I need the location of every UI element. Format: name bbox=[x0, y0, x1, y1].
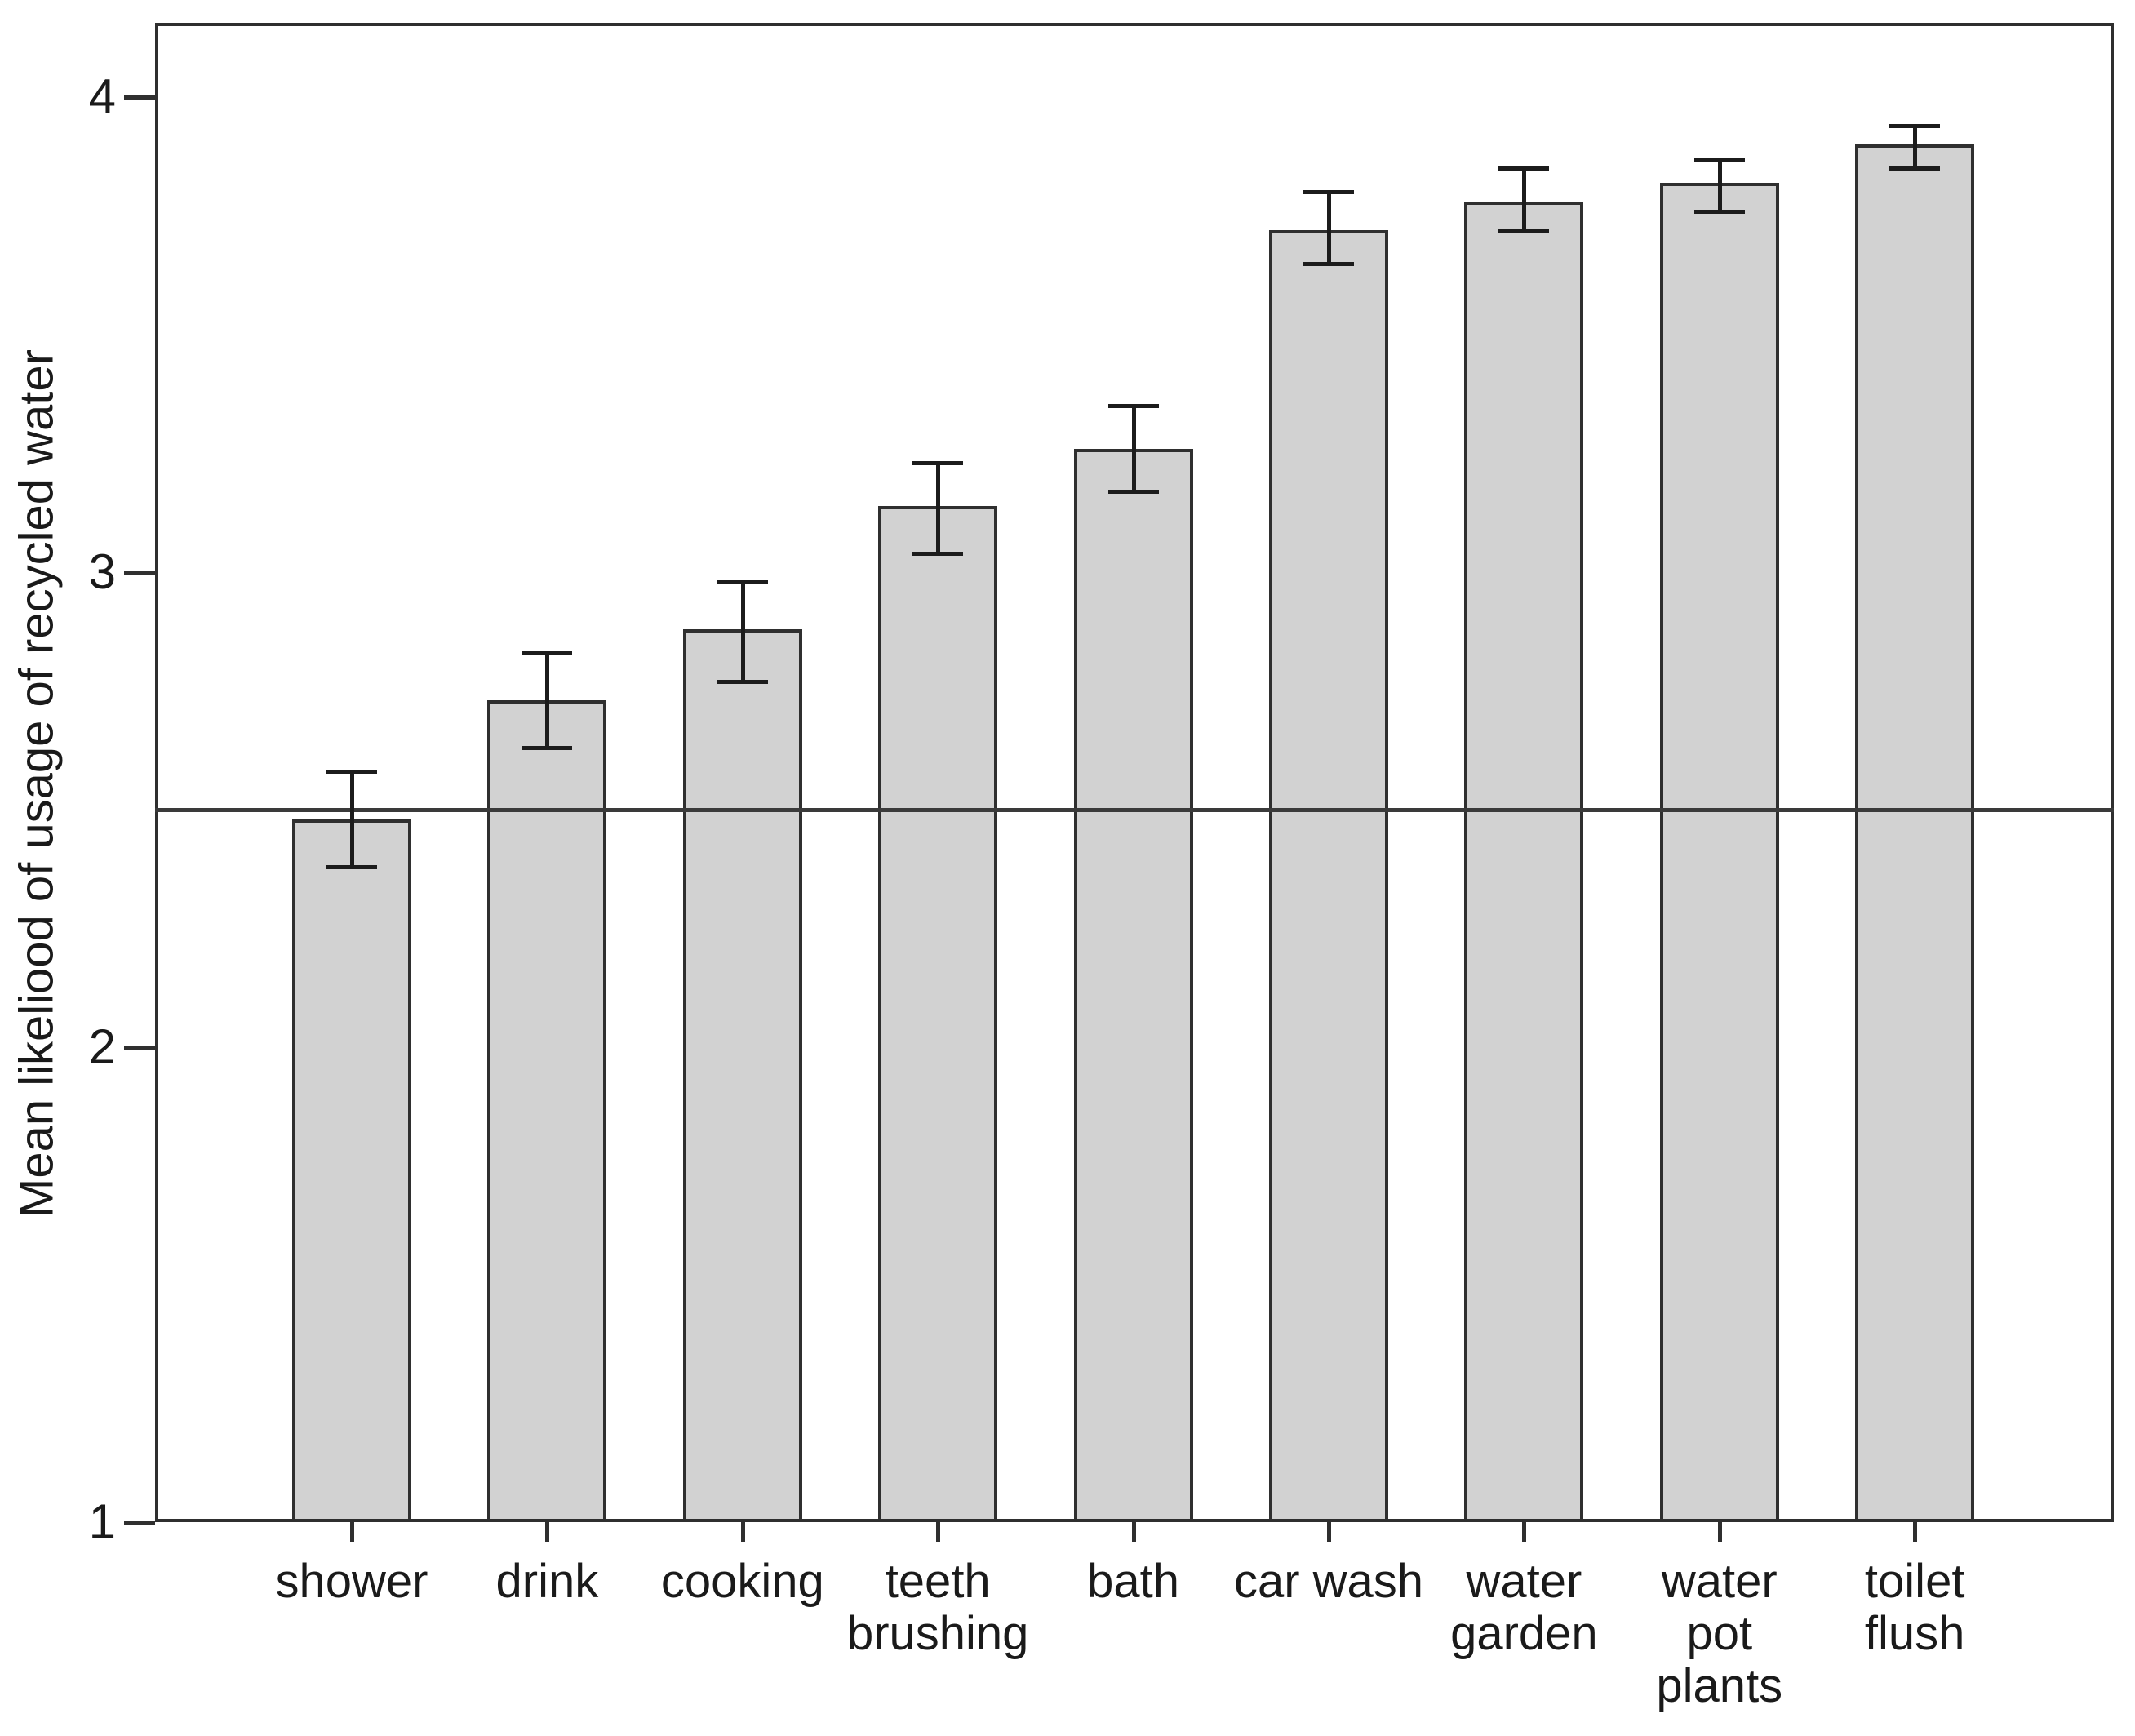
error-bar-cap-top-drink bbox=[522, 650, 573, 655]
x-axis-tick-car-wash bbox=[1327, 1522, 1331, 1542]
bar-car-wash bbox=[1269, 229, 1388, 1522]
bar-cooking bbox=[682, 628, 802, 1522]
bar-drink bbox=[487, 700, 607, 1522]
bar-bath bbox=[1073, 448, 1193, 1522]
error-bar-cap-top-water-garden bbox=[1498, 166, 1550, 171]
category-label-drink: drink bbox=[495, 1555, 599, 1608]
x-axis-tick-bath bbox=[1131, 1522, 1136, 1542]
x-axis-tick-teeth-brushing bbox=[936, 1522, 941, 1542]
error-bar-cap-bottom-water-garden bbox=[1498, 228, 1550, 233]
y-axis-tick bbox=[124, 95, 155, 100]
bar-water-pot-plants bbox=[1659, 182, 1779, 1522]
error-bar-cap-top-teeth-brushing bbox=[912, 461, 964, 466]
error-bar-whisker-shower bbox=[350, 771, 354, 867]
error-bar-whisker-drink bbox=[545, 652, 550, 748]
error-bar-whisker-bath bbox=[1131, 406, 1136, 492]
error-bar-cap-bottom-car-wash bbox=[1303, 261, 1354, 266]
x-axis-tick-toilet-flush bbox=[1913, 1522, 1918, 1542]
error-bar-cap-bottom-water-pot-plants bbox=[1693, 209, 1745, 214]
y-axis-tick bbox=[124, 571, 155, 575]
x-axis-tick-water-pot-plants bbox=[1717, 1522, 1722, 1542]
error-bar-cap-top-toilet-flush bbox=[1889, 123, 1941, 128]
category-label-shower: shower bbox=[275, 1555, 428, 1608]
x-axis-tick-cooking bbox=[740, 1522, 745, 1542]
y-axis-tick bbox=[124, 1046, 155, 1050]
error-bar-cap-top-car-wash bbox=[1303, 190, 1354, 195]
error-bar-whisker-water-pot-plants bbox=[1717, 158, 1722, 211]
error-bar-cap-bottom-shower bbox=[326, 864, 377, 869]
x-axis-tick-water-garden bbox=[1522, 1522, 1527, 1542]
error-bar-whisker-water-garden bbox=[1522, 168, 1527, 230]
y-tick-label: 4 bbox=[88, 69, 116, 124]
y-tick-label: 3 bbox=[88, 544, 116, 599]
x-axis-tick-shower bbox=[350, 1522, 354, 1542]
error-bar-whisker-toilet-flush bbox=[1913, 125, 1918, 169]
error-bar-whisker-cooking bbox=[740, 581, 745, 682]
category-label-teeth-brushing: teeth brushing bbox=[846, 1555, 1029, 1660]
error-bar-whisker-teeth-brushing bbox=[936, 463, 941, 553]
error-bar-cap-bottom-bath bbox=[1107, 490, 1159, 495]
error-bar-whisker-car-wash bbox=[1327, 192, 1331, 264]
error-bar-cap-bottom-cooking bbox=[717, 679, 768, 684]
category-label-water-pot-plants: water pot plants bbox=[1656, 1555, 1783, 1712]
error-bar-cap-bottom-toilet-flush bbox=[1889, 166, 1941, 171]
y-tick-label: 1 bbox=[88, 1494, 116, 1549]
x-axis-tick-drink bbox=[545, 1522, 550, 1542]
bar-shower bbox=[292, 819, 411, 1522]
category-label-toilet-flush: toilet flush bbox=[1864, 1555, 1965, 1660]
error-bar-cap-top-cooking bbox=[717, 579, 768, 584]
y-axis-tick bbox=[124, 1521, 155, 1525]
reference-line bbox=[155, 808, 2114, 812]
error-bar-cap-top-bath bbox=[1107, 404, 1159, 409]
bar-toilet-flush bbox=[1855, 144, 1975, 1522]
bar-water-garden bbox=[1464, 202, 1584, 1522]
error-bar-cap-top-water-pot-plants bbox=[1693, 157, 1745, 162]
error-bar-cap-bottom-drink bbox=[522, 746, 573, 751]
category-label-car-wash: car wash bbox=[1233, 1555, 1424, 1608]
y-axis-title: Mean likeliood of usage of recycled wate… bbox=[10, 349, 64, 1218]
category-label-bath: bath bbox=[1087, 1555, 1180, 1608]
category-label-cooking: cooking bbox=[660, 1555, 824, 1608]
error-bar-cap-top-shower bbox=[326, 770, 377, 775]
y-tick-label: 2 bbox=[88, 1019, 116, 1074]
bar-teeth-brushing bbox=[878, 505, 998, 1522]
error-bar-cap-bottom-teeth-brushing bbox=[912, 551, 964, 556]
category-label-water-garden: water garden bbox=[1450, 1555, 1598, 1660]
